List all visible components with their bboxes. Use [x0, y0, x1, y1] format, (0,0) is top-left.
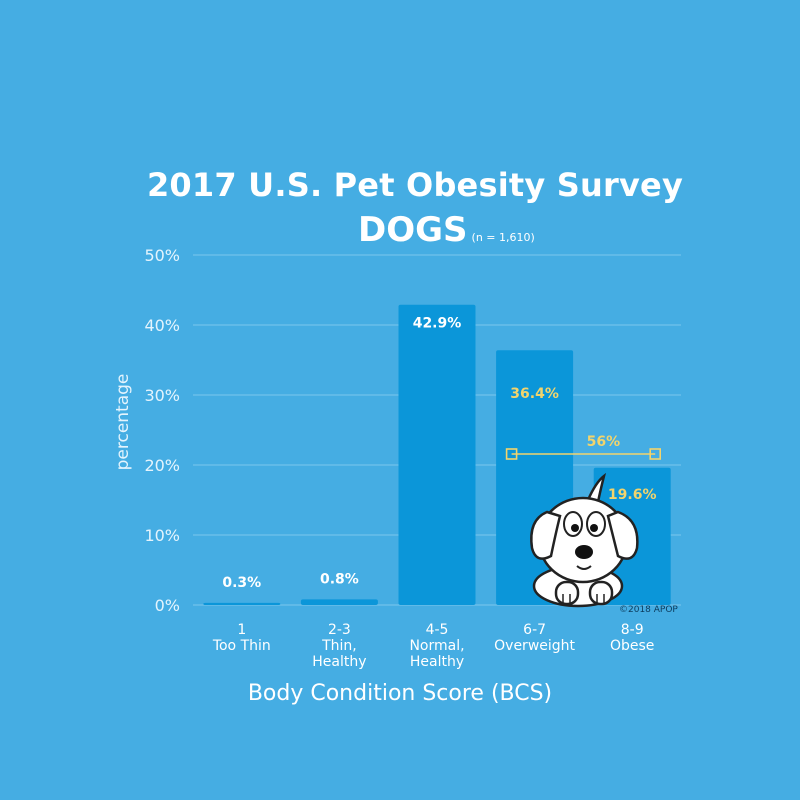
category-desc-label: Overweight — [494, 638, 575, 654]
category-desc-label: Too Thin — [212, 638, 271, 654]
y-tick-label: 30% — [144, 386, 180, 405]
category-score-label: 6-7 — [523, 622, 546, 638]
data-label: 0.8% — [320, 571, 359, 587]
bar-1 — [203, 602, 281, 605]
data-label: 19.6% — [608, 487, 657, 503]
y-tick-label: 50% — [144, 246, 180, 265]
y-tick-label: 0% — [155, 596, 180, 615]
y-tick-label: 10% — [144, 526, 180, 545]
data-label: 36.4% — [510, 386, 559, 402]
category-desc-label: Normal, — [409, 638, 464, 654]
y-axis-label: percentage — [113, 374, 133, 471]
bracket-endcap — [505, 448, 518, 460]
data-label-layer: 0.3% 0.8% 42.9% 36.4% 19.6% — [222, 316, 656, 591]
subtitle-row: DOGS (n = 1,610) — [358, 210, 535, 250]
sample-size-note: (n = 1,610) — [471, 231, 535, 244]
y-tick-label: 20% — [144, 456, 180, 475]
bracket-endcap — [649, 448, 662, 460]
y-tick-layer: 0% 10% 20% 30% 40% 50% — [144, 246, 180, 615]
data-label: 42.9% — [413, 316, 462, 332]
copyright-credit: ©2018 APOP — [619, 605, 678, 615]
bar-4-5 — [398, 304, 476, 605]
category-score-label: 1 — [237, 622, 246, 638]
bracket-label: 56% — [587, 434, 621, 450]
x-axis-label: Body Condition Score (BCS) — [248, 681, 552, 706]
data-label: 0.3% — [222, 575, 261, 591]
y-tick-label: 40% — [144, 316, 180, 335]
category-score-label: 4-5 — [426, 622, 449, 638]
category-desc-label: Healthy — [312, 654, 366, 670]
chart-title: 2017 U.S. Pet Obesity Survey — [146, 166, 684, 204]
bracket-layer: 56% — [505, 434, 662, 460]
category-desc-label: Thin, — [321, 638, 357, 654]
cartoon-dog-icon — [530, 472, 639, 608]
category-score-label: 2-3 — [328, 622, 351, 638]
chart-subtitle: DOGS — [358, 210, 468, 250]
category-desc-label: Obese — [610, 638, 654, 654]
bar-2-3 — [300, 599, 378, 605]
category-desc-label: Healthy — [410, 654, 464, 670]
category-score-label: 8-9 — [621, 622, 644, 638]
